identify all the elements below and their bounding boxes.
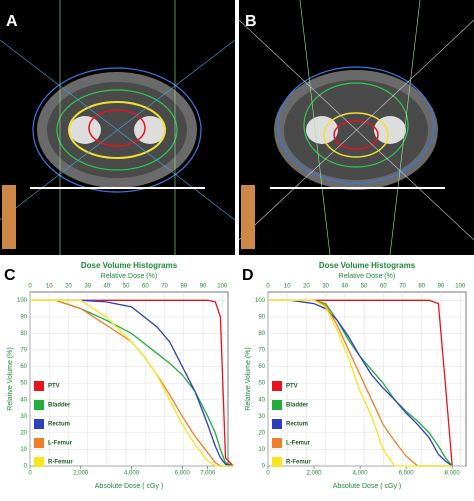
y-tick-label: 10 bbox=[258, 447, 265, 453]
x-tick-label: 6,000 bbox=[399, 471, 415, 477]
x-tick-label: 0 bbox=[266, 471, 270, 477]
chart-title: Dose Volume Histograms bbox=[81, 261, 178, 270]
y-tick-label: 100 bbox=[17, 298, 28, 304]
x2-label: Relative Dose (%) bbox=[339, 273, 395, 280]
x2-label: Relative Dose (%) bbox=[101, 273, 157, 280]
y-tick-label: 50 bbox=[20, 381, 27, 387]
y-tick-label: 0 bbox=[262, 464, 266, 470]
x-tick-label: 4,000 bbox=[353, 471, 369, 477]
x-tick-label: 2,000 bbox=[307, 471, 323, 477]
y-tick-label: 30 bbox=[20, 414, 27, 420]
dvh-line bbox=[30, 299, 234, 467]
y-tick-label: 90 bbox=[258, 314, 265, 320]
legend-swatch bbox=[34, 381, 44, 391]
x2-tick-label: 70 bbox=[399, 284, 406, 290]
x2-tick-label: 10 bbox=[284, 284, 291, 290]
legend-label: R-Femur bbox=[286, 460, 311, 466]
y-tick-label: 80 bbox=[20, 331, 27, 337]
y-label: Relative Volume (%) bbox=[7, 347, 14, 410]
x-tick-label: 8,000 bbox=[445, 471, 461, 477]
ct-image-b: B bbox=[238, 0, 474, 256]
legend-label: PTV bbox=[286, 384, 298, 390]
panel-label: D bbox=[242, 267, 254, 284]
ct-image-a: A bbox=[0, 0, 236, 255]
x2-tick-label: 80 bbox=[418, 284, 425, 290]
x-label: Absolute Dose ( cGy ) bbox=[333, 483, 401, 490]
x2-tick-label: 70 bbox=[161, 284, 168, 290]
legend-label: Rectum bbox=[48, 422, 70, 428]
y-tick-label: 20 bbox=[258, 430, 265, 436]
y-tick-label: 40 bbox=[20, 397, 27, 403]
x-tick-label: 0 bbox=[28, 471, 32, 477]
x2-tick-label: 50 bbox=[123, 284, 130, 290]
dvh-line bbox=[268, 299, 453, 467]
x2-tick-label: 0 bbox=[28, 284, 32, 290]
x2-tick-label: 30 bbox=[322, 284, 329, 290]
x2-tick-label: 50 bbox=[361, 284, 368, 290]
x2-tick-label: 100 bbox=[455, 284, 466, 290]
x2-tick-label: 40 bbox=[104, 284, 111, 290]
legend-swatch bbox=[272, 419, 282, 429]
y-tick-label: 70 bbox=[258, 348, 265, 354]
x2-tick-label: 90 bbox=[200, 284, 207, 290]
x2-tick-label: 100 bbox=[217, 284, 228, 290]
panel-label: C bbox=[4, 267, 16, 284]
legend-label: PTV bbox=[48, 384, 60, 390]
x2-tick-label: 60 bbox=[380, 284, 387, 290]
legend-swatch bbox=[34, 400, 44, 410]
y-tick-label: 30 bbox=[258, 414, 265, 420]
legend-label: L-Femur bbox=[286, 441, 311, 447]
x2-tick-label: 40 bbox=[342, 284, 349, 290]
legend-label: Bladder bbox=[286, 403, 309, 409]
y-tick-label: 70 bbox=[20, 348, 27, 354]
panel-label: A bbox=[6, 13, 18, 30]
x2-tick-label: 30 bbox=[84, 284, 91, 290]
y-tick-label: 100 bbox=[255, 298, 266, 304]
x2-tick-label: 20 bbox=[303, 284, 310, 290]
legend-swatch bbox=[34, 419, 44, 429]
x-label: Absolute Dose ( cGy ) bbox=[95, 483, 163, 490]
y-label: Relative Volume (%) bbox=[245, 347, 252, 410]
legend-swatch bbox=[272, 381, 282, 391]
x2-tick-label: 20 bbox=[65, 284, 72, 290]
legend-label: L-Femur bbox=[48, 441, 73, 447]
x2-tick-label: 80 bbox=[180, 284, 187, 290]
plot-area bbox=[267, 291, 467, 467]
y-tick-label: 10 bbox=[20, 447, 27, 453]
chart-title: Dose Volume Histograms bbox=[319, 261, 416, 270]
x-tick-label: 2,000 bbox=[73, 471, 89, 477]
y-tick-label: 60 bbox=[20, 364, 27, 370]
x-tick-label: 4,000 bbox=[124, 471, 140, 477]
y-tick-label: 60 bbox=[258, 364, 265, 370]
y-tick-label: 0 bbox=[24, 464, 28, 470]
x2-tick-label: 10 bbox=[46, 284, 53, 290]
legend-swatch bbox=[272, 400, 282, 410]
y-tick-label: 90 bbox=[20, 314, 27, 320]
dvh-line bbox=[268, 299, 453, 467]
y-tick-label: 40 bbox=[258, 397, 265, 403]
legend-swatch bbox=[272, 457, 282, 467]
y-tick-label: 80 bbox=[258, 331, 265, 337]
x2-tick-label: 90 bbox=[438, 284, 445, 290]
y-tick-label: 50 bbox=[258, 381, 265, 387]
legend-swatch bbox=[34, 438, 44, 448]
dvh-line bbox=[30, 299, 234, 467]
x-tick-label: 6,000 bbox=[175, 471, 191, 477]
y-tick-label: 20 bbox=[20, 430, 27, 436]
legend-label: Rectum bbox=[286, 422, 308, 428]
legend-label: R-Femur bbox=[48, 460, 73, 466]
panel-label: B bbox=[245, 13, 257, 30]
legend-label: Bladder bbox=[48, 403, 71, 409]
legend-swatch bbox=[34, 457, 44, 467]
x2-tick-label: 60 bbox=[142, 284, 149, 290]
legend-swatch bbox=[272, 438, 282, 448]
dvh-line bbox=[268, 299, 453, 467]
dvh-line bbox=[30, 299, 234, 467]
dvh-line bbox=[30, 299, 234, 467]
x-tick-label: 7,000 bbox=[200, 471, 216, 477]
dvh-line bbox=[268, 299, 453, 467]
x2-tick-label: 0 bbox=[266, 284, 270, 290]
